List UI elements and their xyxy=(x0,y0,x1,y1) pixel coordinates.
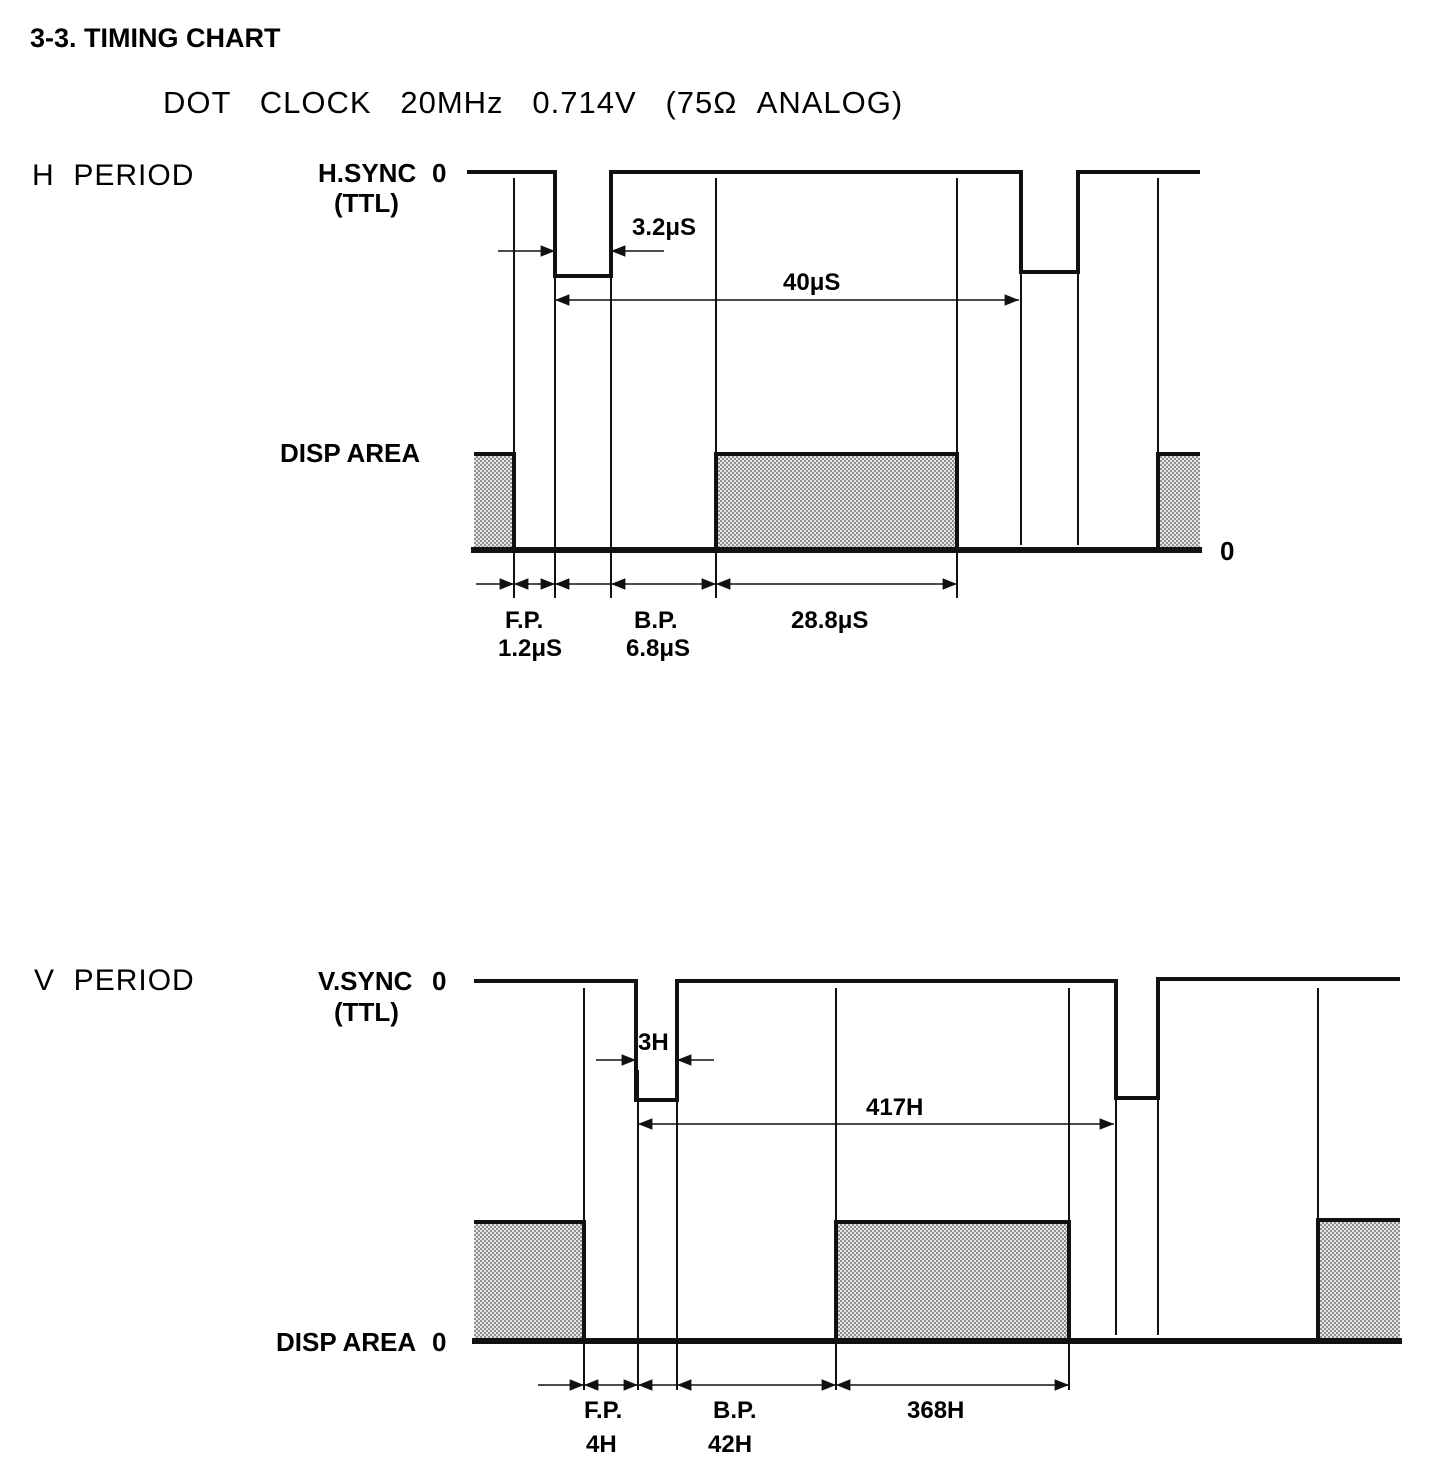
v-fp-value: 4H xyxy=(586,1431,617,1458)
v-sync-waveform xyxy=(474,977,1400,1102)
v-disp-outline xyxy=(834,1220,1071,1341)
h-period-label: H PERIOD xyxy=(32,159,194,192)
v-pulse-width-label: 3H xyxy=(638,1029,669,1056)
v-period-width-label: 417H xyxy=(866,1094,923,1121)
v-disp-block xyxy=(1318,1220,1400,1341)
v-disp-zero: 0 xyxy=(432,1327,446,1357)
h-disp-block xyxy=(1158,454,1200,550)
h-disp-outline xyxy=(474,452,516,550)
h-pulse-width-label: 3.2μS xyxy=(632,214,696,241)
v-disp-outline xyxy=(1316,1218,1400,1341)
section-title: 3-3. TIMING CHART xyxy=(30,23,281,53)
v-disp-area-label: DISP AREA xyxy=(276,1327,416,1357)
v-period-diagram: V PERIOD V.SYNC (TTL) 0 DISP AREA 0 3H 4… xyxy=(34,964,1402,1458)
v-bp-label: B.P. xyxy=(713,1397,757,1424)
h-disp-outline xyxy=(714,452,959,550)
h-disp-outline xyxy=(1156,452,1200,550)
v-sync-label: V.SYNC xyxy=(318,966,413,996)
v-disp-outline xyxy=(474,1220,586,1341)
h-period-diagram: H PERIOD H.SYNC (TTL) 0 DISP AREA 0 3.2μ… xyxy=(32,158,1234,662)
h-fp-label: F.P. xyxy=(505,607,543,634)
h-sync-ttl-label: (TTL) xyxy=(334,188,399,218)
h-disp-block xyxy=(716,454,957,550)
v-fp-label: F.P. xyxy=(584,1397,622,1424)
v-active-value: 368H xyxy=(907,1397,964,1424)
h-period-width-label: 40μS xyxy=(783,269,840,296)
h-active-value: 28.8μS xyxy=(791,607,868,634)
h-bp-label: B.P. xyxy=(634,607,678,634)
h-disp-zero: 0 xyxy=(1220,536,1234,566)
v-bp-value: 42H xyxy=(708,1431,752,1458)
h-sync-waveform xyxy=(467,170,1200,278)
v-disp-block xyxy=(836,1222,1069,1341)
v-disp-block xyxy=(474,1222,584,1341)
h-disp-block xyxy=(474,454,514,550)
h-sync-zero: 0 xyxy=(432,158,446,188)
v-sync-zero: 0 xyxy=(432,966,446,996)
subtitle: DOT CLOCK 20MHz 0.714V (75Ω ANALOG) xyxy=(163,85,903,120)
h-sync-label: H.SYNC xyxy=(318,158,416,188)
v-sync-ttl-label: (TTL) xyxy=(334,997,399,1027)
h-disp-area-label: DISP AREA xyxy=(280,438,420,468)
h-fp-value: 1.2μS xyxy=(498,635,562,662)
v-period-label: V PERIOD xyxy=(34,964,195,997)
h-bp-value: 6.8μS xyxy=(626,635,690,662)
